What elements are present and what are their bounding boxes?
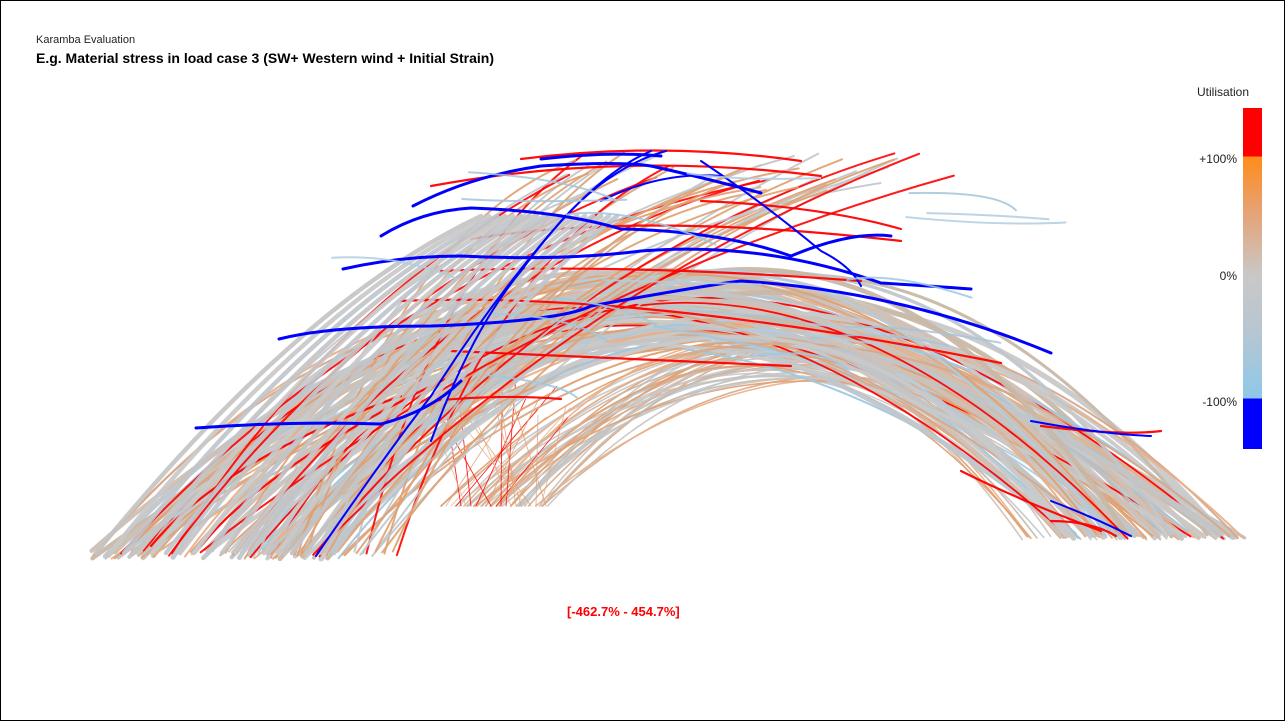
structure-member xyxy=(191,213,540,556)
structure-member xyxy=(149,213,516,556)
stress-light-blue-member xyxy=(461,198,628,203)
stress-light-blue-member xyxy=(467,171,617,201)
structure-member xyxy=(93,213,484,556)
subtitle: Karamba Evaluation xyxy=(36,34,136,46)
structure-member xyxy=(275,213,588,556)
legend-tick-minus100: -100% xyxy=(1202,395,1237,409)
structure-member xyxy=(277,267,1128,562)
structure-member xyxy=(163,213,524,556)
stress-light-blue-member xyxy=(565,211,717,246)
stress-light-blue-member xyxy=(748,352,851,374)
structure-member xyxy=(205,213,548,556)
utilisation-range: [-462.7% - 454.7%] xyxy=(567,604,680,619)
structure-member xyxy=(312,152,921,556)
stress-blue-member xyxy=(539,152,663,161)
structure-member xyxy=(233,213,564,556)
stress-light-blue-member xyxy=(926,212,1050,221)
legend-title: Utilisation xyxy=(1197,85,1250,99)
structure-member xyxy=(219,213,556,556)
structure-member xyxy=(480,407,571,507)
stress-blue-member xyxy=(700,160,862,287)
structure-member xyxy=(355,189,828,555)
structure-member xyxy=(106,307,1132,558)
stress-blue-member xyxy=(1030,420,1152,437)
page-title: E.g. Material stress in load case 3 (SW+… xyxy=(36,50,494,66)
stress-red-member xyxy=(399,298,1003,365)
stress-blue-member xyxy=(1050,500,1132,537)
structure-member xyxy=(289,213,596,556)
structure-member xyxy=(177,213,532,556)
stress-blue-member xyxy=(277,279,1053,355)
stress-blue-member xyxy=(194,379,463,430)
stress-light-blue-member xyxy=(331,256,459,281)
structure-members xyxy=(89,149,1247,562)
structure-member xyxy=(391,180,736,553)
stress-blue-member xyxy=(411,162,763,208)
stress-light-blue-member xyxy=(652,325,777,352)
legend-tick-zero: 0% xyxy=(1219,269,1237,283)
stress-blue-member xyxy=(315,150,667,557)
stress-light-blue-member xyxy=(905,216,1067,225)
legend-tick-plus100: +100% xyxy=(1199,152,1237,166)
stress-light-blue-member xyxy=(492,312,608,342)
structure-member xyxy=(497,383,517,507)
structure-member xyxy=(107,213,492,556)
structure-member xyxy=(290,186,799,555)
structure-member xyxy=(309,335,1070,553)
stress-blue-member xyxy=(379,206,893,258)
structure-member xyxy=(327,152,820,555)
legend-color-bar xyxy=(1243,108,1262,449)
stress-red-member xyxy=(449,349,793,368)
stress-light-blue-member xyxy=(550,296,658,327)
structure-member xyxy=(510,396,547,507)
structure-member xyxy=(485,397,540,507)
structure-member xyxy=(199,174,955,554)
stress-light-blue-member xyxy=(908,191,1017,212)
stress-light-blue-member xyxy=(844,325,1002,344)
structure-member xyxy=(489,365,1032,540)
stress-red-member xyxy=(699,199,903,231)
structure-member xyxy=(317,213,612,556)
stress-light-blue-member xyxy=(602,279,763,286)
structure-member xyxy=(395,164,671,557)
stress-light-blue-member xyxy=(483,374,578,399)
stress-red-member xyxy=(519,149,803,163)
structure-member xyxy=(247,213,572,556)
stress-light-blue-member xyxy=(686,172,822,180)
structure-member xyxy=(535,414,539,507)
structure-member xyxy=(540,407,567,507)
stress-blue-member xyxy=(341,247,973,291)
structure-member xyxy=(326,269,1109,557)
structure-member xyxy=(374,167,744,553)
stress-light-blue-member xyxy=(729,328,882,346)
stress-light-blue-member xyxy=(686,309,800,322)
structure-member xyxy=(135,213,508,556)
structure-member xyxy=(331,213,620,556)
structure-member xyxy=(336,183,827,553)
stress-red-member xyxy=(959,469,1103,533)
structure-member xyxy=(299,158,844,557)
structure-member xyxy=(121,213,500,556)
stress-light-blue-member xyxy=(846,276,973,299)
stress-blue-member xyxy=(430,150,652,442)
structure-member xyxy=(92,302,1103,557)
structure-member xyxy=(293,160,608,556)
structure-member xyxy=(261,213,580,556)
